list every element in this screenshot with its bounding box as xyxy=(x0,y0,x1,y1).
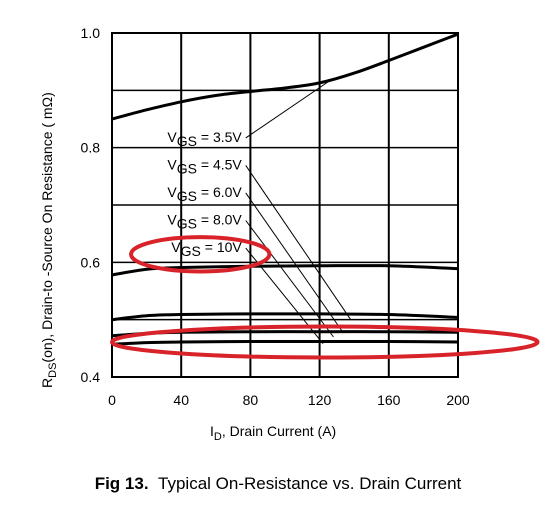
highlight-ellipse-2 xyxy=(110,324,540,360)
y-tick-label: 1.0 xyxy=(81,25,101,41)
x-tick-label: 80 xyxy=(243,392,259,408)
highlight-ellipse-1 xyxy=(129,235,272,274)
series-label-1: VGS = 3.5V xyxy=(167,129,242,149)
figure-number: Fig 13. xyxy=(94,474,149,493)
series-lines xyxy=(111,32,459,346)
tick-labels: 0 40 80 120 160 200 0.4 0.6 0.8 1.0 xyxy=(81,25,470,408)
series-label-4: VGS = 8.0V xyxy=(167,211,242,231)
series-label-5: VGS = 10V xyxy=(171,239,242,259)
y-tick-label: 0.6 xyxy=(81,254,101,270)
highlight-ellipses xyxy=(110,235,540,360)
series-labels: VGS = 3.5V VGS = 4.5V VGS = 6.0V VGS = 8.0V… xyxy=(167,129,242,259)
series-label-2: VGS = 4.5V xyxy=(167,156,242,176)
x-tick-label: 120 xyxy=(308,392,332,408)
y-tick-label: 0.8 xyxy=(81,140,101,156)
series-label-3: VGS = 6.0V xyxy=(167,184,242,204)
leader-line-1 xyxy=(245,81,329,139)
leader-line-4 xyxy=(245,220,334,338)
series-line-5 xyxy=(111,339,459,346)
y-axis-label: RDS(on), Drain-to -Source On Resistance … xyxy=(39,92,59,388)
x-tick-label: 200 xyxy=(446,392,470,408)
series-line-1 xyxy=(111,32,459,121)
leader-line-2 xyxy=(245,165,352,320)
leader-line-3 xyxy=(245,192,343,332)
x-tick-label: 40 xyxy=(173,392,189,408)
series-line-3 xyxy=(111,312,459,322)
figure-caption: Fig 13. Typical On-Resistance vs. Drain … xyxy=(0,474,556,494)
figure-title: Typical On-Resistance vs. Drain Current xyxy=(158,474,462,493)
annotations xyxy=(245,81,352,345)
x-tick-label: 0 xyxy=(108,392,116,408)
x-tick-label: 160 xyxy=(377,392,401,408)
y-tick-label: 0.4 xyxy=(81,369,101,385)
grid xyxy=(111,32,459,378)
x-axis-label: ID, Drain Current (A) xyxy=(210,423,336,443)
